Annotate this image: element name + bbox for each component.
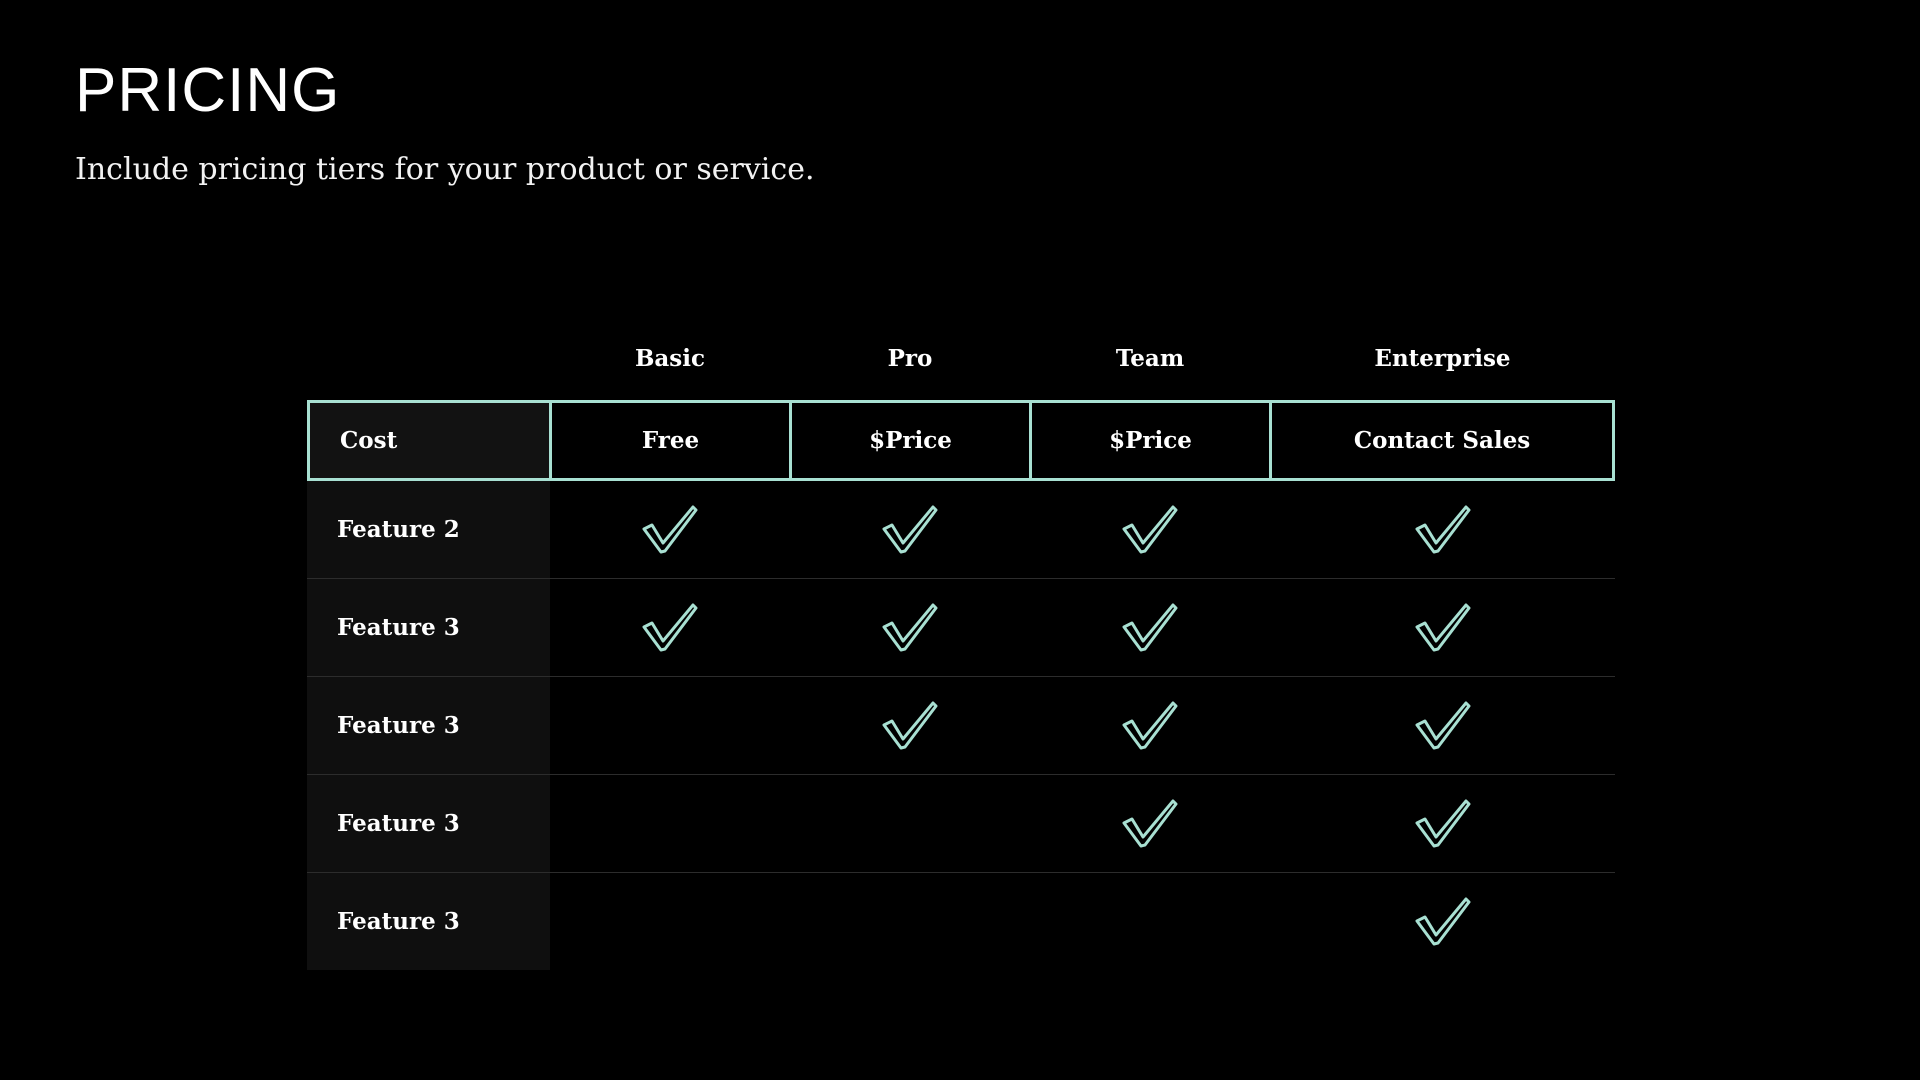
checkmark-icon bbox=[1415, 799, 1470, 847]
checkmark-icon bbox=[1122, 799, 1178, 847]
checkmark-icon bbox=[642, 603, 698, 651]
feature-row: Feature 2 bbox=[307, 481, 1615, 579]
feature-label: Feature 3 bbox=[307, 677, 550, 774]
feature-rows: Feature 2 Feature 3 Feature 3 Feature 3 Feat… bbox=[307, 481, 1615, 970]
cost-row: Cost Free $Price $Price Contact Sales bbox=[307, 400, 1615, 481]
cost-pro: $Price bbox=[792, 403, 1032, 478]
feature-cell-basic bbox=[550, 677, 790, 774]
checkmark-icon bbox=[882, 505, 938, 553]
checkmark-icon bbox=[1415, 897, 1470, 945]
feature-row: Feature 3 bbox=[307, 677, 1615, 775]
feature-cell-pro bbox=[790, 579, 1030, 676]
checkmark-icon bbox=[1122, 505, 1178, 553]
cost-basic: Free bbox=[552, 403, 792, 478]
feature-cell-team bbox=[1030, 481, 1270, 578]
feature-cell-enterprise bbox=[1270, 775, 1615, 872]
feature-cell-enterprise bbox=[1270, 873, 1615, 970]
cost-enterprise: Contact Sales bbox=[1353, 427, 1531, 454]
feature-cell-pro bbox=[790, 775, 1030, 872]
feature-row: Feature 3 bbox=[307, 775, 1615, 873]
page-title: PRICING bbox=[75, 56, 341, 125]
feature-cell-basic bbox=[550, 775, 790, 872]
tier-header-spacer bbox=[307, 316, 550, 400]
tier-header-pro: Pro bbox=[887, 344, 933, 372]
checkmark-icon bbox=[882, 701, 938, 749]
feature-row: Feature 3 bbox=[307, 579, 1615, 677]
feature-cell-pro bbox=[790, 677, 1030, 774]
tier-header-enterprise: Enterprise bbox=[1374, 344, 1511, 372]
feature-cell-enterprise bbox=[1270, 579, 1615, 676]
feature-cell-basic bbox=[550, 873, 790, 970]
feature-label: Feature 3 bbox=[307, 579, 550, 676]
checkmark-icon bbox=[882, 603, 938, 651]
feature-cell-enterprise bbox=[1270, 481, 1615, 578]
checkmark-icon bbox=[1415, 505, 1470, 553]
tier-header-row: Basic Pro Team Enterprise bbox=[307, 316, 1615, 400]
checkmark-icon bbox=[1122, 701, 1178, 749]
feature-cell-pro bbox=[790, 481, 1030, 578]
feature-cell-pro bbox=[790, 873, 1030, 970]
checkmark-icon bbox=[1415, 603, 1470, 651]
checkmark-icon bbox=[1122, 603, 1178, 651]
feature-cell-enterprise bbox=[1270, 677, 1615, 774]
feature-label: Feature 3 bbox=[307, 873, 550, 970]
feature-cell-team bbox=[1030, 775, 1270, 872]
tier-header-basic: Basic bbox=[634, 344, 706, 372]
feature-cell-team bbox=[1030, 579, 1270, 676]
feature-label: Feature 3 bbox=[307, 775, 550, 872]
pricing-table: Basic Pro Team Enterprise Cost Free $Pri… bbox=[307, 316, 1615, 970]
feature-cell-team bbox=[1030, 873, 1270, 970]
checkmark-icon bbox=[642, 505, 698, 553]
feature-cell-basic bbox=[550, 481, 790, 578]
tier-header-team: Team bbox=[1115, 344, 1185, 372]
feature-cell-team bbox=[1030, 677, 1270, 774]
feature-label: Feature 2 bbox=[307, 481, 550, 578]
feature-cell-basic bbox=[550, 579, 790, 676]
cost-team: $Price bbox=[1032, 403, 1272, 478]
page-subtitle: Include pricing tiers for your product o… bbox=[75, 152, 815, 187]
cost-label: Cost bbox=[310, 403, 552, 478]
feature-row: Feature 3 bbox=[307, 873, 1615, 970]
checkmark-icon bbox=[1415, 701, 1470, 749]
